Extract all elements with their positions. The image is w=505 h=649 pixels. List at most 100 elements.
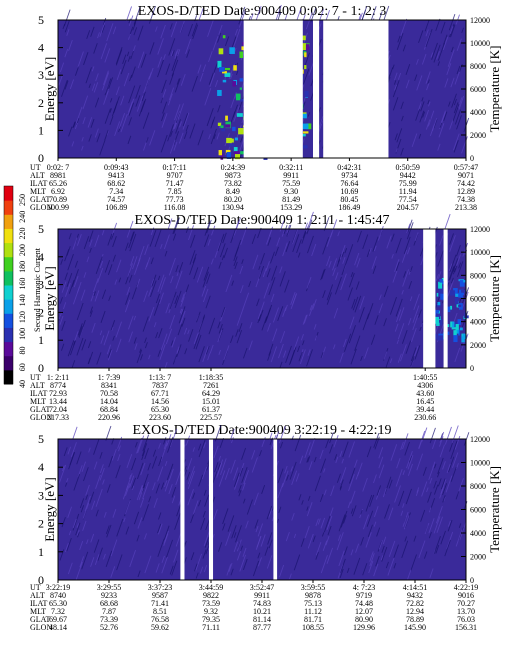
orbit-row-label: MLT [30,187,46,196]
noise-streak [286,224,292,237]
noise-streak [350,348,357,365]
noise-streak [128,331,133,343]
noise-streak [414,232,419,242]
noise-streak [141,484,146,493]
noise-streak [246,499,253,515]
noise-streak [293,336,300,350]
noise-streak [201,285,207,297]
noise-streak [59,315,64,326]
y-axis-label: Energy [eV] [42,477,57,541]
orbit-value: 77.54 [399,195,417,204]
orbit-value: 76.64 [340,179,358,188]
y-tick-label: 0 [38,361,44,375]
noise-streak [104,259,111,273]
noise-streak [383,285,389,298]
noise-streak [149,229,157,247]
noise-streak [127,55,131,62]
noise-streak [410,327,417,343]
noise-streak [88,230,94,242]
noise-streak [355,543,360,553]
noise-streak [308,303,315,317]
noise-streak [148,306,155,322]
noise-streak [73,275,79,288]
noise-streak [201,466,208,480]
noise-streak [329,444,334,454]
noise-streak [99,330,103,336]
noise-streak [142,481,149,499]
noise-streak [115,49,123,66]
noise-streak [206,108,214,127]
orbit-value: 4: 7:23 [353,583,375,592]
noise-streak [314,335,318,341]
spectrogram-panel-1: EXOS-D/TED Date:900409 0:02: 7 - 1: 2: 3… [30,4,502,212]
noise-streak [80,505,85,513]
noise-streak [444,213,451,230]
noise-streak [326,547,333,564]
noise-streak [99,467,105,481]
noise-streak [167,124,174,142]
noise-streak [442,36,449,51]
noise-streak [455,529,463,547]
noise-streak [170,275,174,284]
noise-streak [155,563,160,573]
noise-streak [337,231,340,237]
noise-streak [208,317,216,335]
noise-streak [89,491,95,504]
noise-streak [451,277,454,284]
noise-streak [357,230,362,243]
noise-streak [58,74,64,86]
noise-streak [147,463,151,471]
speckle [239,87,242,90]
orbit-value: 108.55 [302,623,324,632]
noise-streak [382,488,387,498]
noise-streak [343,333,352,352]
noise-streak [72,237,78,250]
data-gap [180,439,185,580]
noise-streak [144,448,149,460]
orbit-value: 9822 [203,591,219,600]
noise-streak [130,50,134,60]
colorbar-tick-label: 220 [18,227,27,239]
speckle [219,67,225,72]
noise-streak [199,72,204,82]
noise-streak [354,335,361,351]
data-gap [443,229,448,368]
noise-streak [59,464,67,483]
noise-streak [209,72,216,88]
noise-streak [320,458,327,473]
noise-streak [112,254,116,262]
noise-streak [437,457,444,475]
noise-streak [349,316,355,329]
noise-streak [102,17,107,26]
noise-streak [153,322,157,328]
noise-streak [343,338,347,348]
noise-streak [401,115,404,122]
noise-streak [436,51,440,60]
noise-streak [378,464,385,479]
noise-streak [101,229,105,236]
noise-streak [240,545,243,552]
speckle [220,153,224,160]
noise-streak [290,293,297,310]
y-tick-label: 2 [38,96,44,110]
noise-streak [440,530,446,545]
noise-streak [222,523,226,531]
noise-streak [450,440,458,459]
noise-streak [189,123,196,139]
noise-streak [362,477,368,492]
noise-streak [61,320,66,331]
noise-streak [97,267,104,283]
orbit-value: 13.44 [49,397,67,406]
noise-streak [208,72,214,85]
noise-streak [144,337,147,344]
noise-streak [104,48,111,63]
speckle [224,72,231,77]
noise-streak [455,491,460,500]
noise-streak [439,235,444,246]
noise-streak [202,288,209,303]
orbit-value: 70.27 [457,599,475,608]
noise-streak [83,272,87,278]
noise-streak [106,23,114,42]
noise-streak [233,105,240,122]
noise-streak [169,291,177,310]
